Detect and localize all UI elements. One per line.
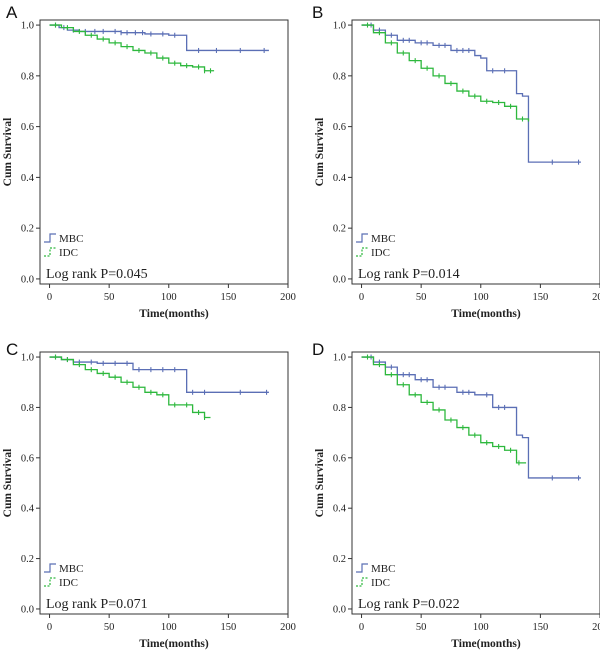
x-tick-label: 150	[221, 622, 237, 633]
x-axis-title: Time(months)	[451, 308, 521, 320]
legend-swatch-mbc	[44, 233, 56, 243]
legend-swatch-idc	[356, 247, 368, 257]
x-axis-title: Time(months)	[139, 638, 209, 650]
plot-frame	[351, 19, 600, 285]
panel-letter: A	[6, 3, 18, 22]
log-rank-annotation: Log rank P=0.022	[358, 597, 460, 612]
y-tick-label: 1.0	[21, 21, 34, 32]
x-axis-title: Time(months)	[139, 308, 209, 320]
y-tick-label: 0.2	[21, 224, 34, 235]
x-tick-label: 100	[473, 292, 489, 303]
x-tick-label: 150	[221, 292, 237, 303]
y-tick-label: 1.0	[333, 21, 346, 32]
x-tick-label: 0	[47, 292, 52, 303]
y-tick-label: 0.0	[21, 604, 34, 615]
x-tick-label: 150	[533, 622, 549, 633]
log-rank-annotation: Log rank P=0.071	[46, 597, 148, 612]
x-tick-label: 150	[533, 292, 549, 303]
panel-letter: C	[6, 340, 18, 359]
legend-label-mbc: MBC	[371, 233, 395, 245]
y-tick-label: 1.0	[21, 353, 34, 364]
x-axis-title: Time(months)	[451, 638, 521, 650]
legend-label-mbc: MBC	[59, 563, 83, 575]
series-line-idc	[361, 356, 527, 464]
series-line-idc	[361, 24, 530, 122]
y-tick-label: 0.4	[21, 504, 35, 515]
x-tick-label: 200	[280, 292, 296, 303]
y-tick-label: 1.0	[333, 353, 346, 364]
legend-label-mbc: MBC	[59, 233, 83, 245]
y-tick-label: 0.4	[333, 504, 347, 515]
panel-letter: B	[312, 3, 323, 22]
y-tick-label: 0.6	[333, 453, 346, 464]
legend-label-idc: IDC	[59, 577, 78, 589]
y-tick-label: 0.8	[21, 71, 34, 82]
y-tick-label: 0.6	[333, 122, 346, 133]
x-tick-label: 0	[359, 622, 364, 633]
y-tick-label: 0.2	[333, 554, 346, 565]
y-axis-title: Cum Survival	[314, 118, 326, 187]
y-tick-label: 0.8	[333, 71, 346, 82]
series-line-mbc	[361, 24, 581, 163]
series-line-mbc	[49, 356, 269, 393]
x-tick-label: 50	[104, 622, 115, 633]
y-axis-title: Cum Survival	[314, 449, 326, 518]
series-line-mbc	[361, 356, 581, 479]
legend-swatch-mbc	[44, 563, 56, 573]
series-line-mbc	[49, 24, 269, 52]
plot-frame	[39, 351, 289, 615]
y-tick-label: 0.0	[333, 604, 346, 615]
legend-swatch-mbc	[356, 563, 368, 573]
y-tick-label: 0.4	[333, 173, 347, 184]
legend-label-idc: IDC	[59, 247, 78, 259]
y-tick-label: 0.4	[21, 173, 35, 184]
plot-frame	[39, 19, 289, 285]
legend-label-idc: IDC	[371, 247, 390, 259]
legend-label-idc: IDC	[371, 577, 390, 589]
x-tick-label: 100	[161, 292, 177, 303]
y-axis-title: Cum Survival	[2, 118, 14, 187]
y-axis-title: Cum Survival	[2, 449, 14, 518]
x-tick-label: 200	[592, 292, 600, 303]
panel-b: B 0.0 0.2 0.4 0.6 0.8 1.0 0 50 100 150 200 Time(mont…	[312, 3, 600, 320]
y-tick-label: 0.6	[21, 122, 34, 133]
x-tick-label: 50	[416, 622, 427, 633]
x-tick-label: 50	[416, 292, 427, 303]
y-tick-label: 0.2	[333, 224, 346, 235]
x-tick-label: 100	[473, 622, 489, 633]
panel-a: A 0.0 0.2 0.4 0.6 0.8 1.0 0 50 100 150 200 Time(mont…	[2, 3, 296, 320]
y-tick-label: 0.2	[21, 554, 34, 565]
legend-swatch-idc	[44, 247, 56, 257]
x-tick-label: 0	[359, 292, 364, 303]
legend-swatch-mbc	[356, 233, 368, 243]
y-tick-label: 0.0	[333, 274, 346, 285]
y-tick-label: 0.8	[333, 403, 346, 414]
log-rank-annotation: Log rank P=0.014	[358, 267, 460, 282]
legend-swatch-idc	[356, 577, 368, 587]
y-tick-label: 0.8	[21, 403, 34, 414]
y-tick-label: 0.6	[21, 453, 34, 464]
series-line-idc	[49, 24, 215, 72]
panel-c: C 0.0 0.2 0.4 0.6 0.8 1.0 0 50 100 150 200 Time(mont…	[2, 340, 296, 650]
legend-swatch-idc	[44, 577, 56, 587]
panel-d: D 0.0 0.2 0.4 0.6 0.8 1.0 0 50 100 150 200 Time(mont…	[312, 340, 600, 650]
x-tick-label: 0	[47, 622, 52, 633]
plot-frame	[351, 351, 600, 615]
x-tick-label: 200	[280, 622, 296, 633]
x-tick-label: 50	[104, 292, 115, 303]
series-line-idc	[49, 356, 211, 419]
y-tick-label: 0.0	[21, 274, 34, 285]
x-tick-label: 200	[592, 622, 600, 633]
panel-letter: D	[312, 340, 324, 359]
log-rank-annotation: Log rank P=0.045	[46, 267, 148, 282]
legend-label-mbc: MBC	[371, 563, 395, 575]
x-tick-label: 100	[161, 622, 177, 633]
